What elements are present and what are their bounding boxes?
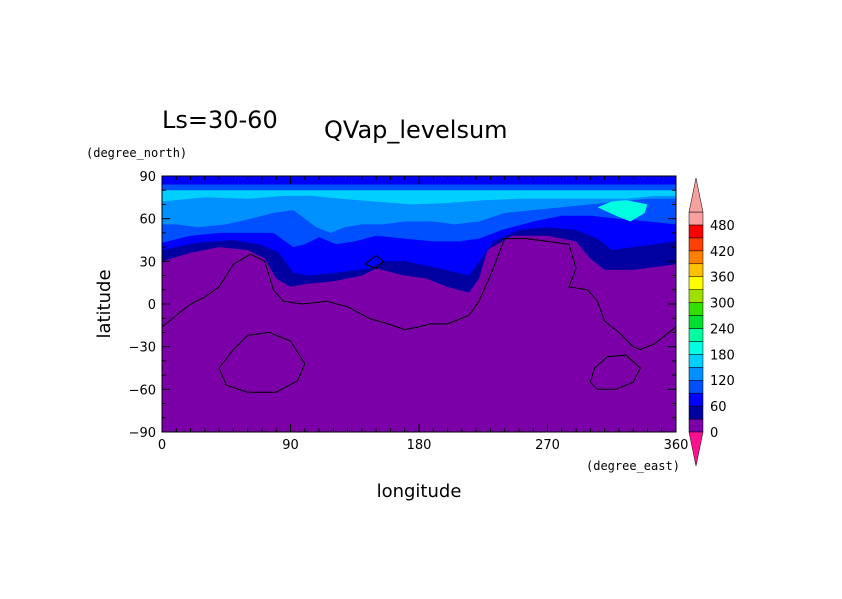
colorbar-under-arrow — [688, 431, 704, 467]
coastline-1 — [218, 331, 306, 393]
x-axis-label: longitude — [377, 481, 462, 502]
colorbar-tick-label: 180 — [710, 348, 735, 363]
colorbar-swatch — [688, 341, 704, 355]
coastline-0 — [162, 238, 676, 351]
colorbar-swatch — [688, 328, 704, 342]
colorbar-tick-label: 300 — [710, 297, 735, 312]
colorbar-swatch — [688, 418, 704, 433]
colorbar-swatch — [688, 315, 704, 329]
y-axis-label: latitude — [94, 269, 115, 338]
colorbar-tick-label: 0 — [710, 426, 718, 441]
y-unit-label: (degree_north) — [86, 146, 187, 160]
colorbar: 0 60 120 180 240 300 360 420 480 — [688, 177, 735, 467]
y-tick-label: −90 — [129, 426, 156, 441]
colorbar-swatch — [688, 263, 704, 277]
colorbar-over-arrow — [688, 177, 704, 213]
y-tick-label: 90 — [139, 170, 156, 185]
y-tick-label: 30 — [139, 255, 156, 270]
contour-fill-layer — [162, 176, 676, 432]
colorbar-swatch — [688, 224, 704, 239]
x-tick-label: 180 — [407, 438, 432, 453]
x-tick-label: 360 — [664, 438, 689, 453]
colorbar-swatch — [688, 237, 704, 252]
chart-title: QVap_levelsum — [324, 116, 508, 144]
x-tick-label: 0 — [158, 438, 166, 453]
colorbar-tick-label: 60 — [710, 400, 727, 415]
colorbar-swatch — [688, 250, 704, 265]
colorbar-swatch — [688, 367, 704, 381]
colorbar-tick-label: 240 — [710, 322, 735, 337]
x-tick-label: 270 — [535, 438, 560, 453]
coastline-layer — [162, 238, 676, 393]
colorbar-tick-label: 120 — [710, 374, 735, 389]
colorbar-swatch — [688, 211, 704, 226]
colorbar-tick-label: 420 — [710, 245, 735, 260]
coastline-3 — [364, 254, 385, 269]
contour-band-180-6 — [597, 200, 648, 222]
coastline-2 — [589, 354, 641, 390]
colorbar-swatch — [688, 392, 704, 407]
colorbar-tick-label: 360 — [710, 271, 735, 286]
season-label: Ls=30-60 — [162, 106, 278, 134]
x-unit-label: (degree_east) — [586, 459, 680, 473]
colorbar-swatch — [688, 289, 704, 303]
contour-band-90-8 — [162, 184, 676, 191]
colorbar-swatch — [688, 354, 704, 368]
x-tick-label: 90 — [282, 438, 299, 453]
y-tick-label: −60 — [129, 383, 156, 398]
colorbar-tick-label: 480 — [710, 219, 735, 234]
y-tick-label: 60 — [139, 213, 156, 228]
colorbar-swatch — [688, 302, 704, 316]
colorbar-swatch — [688, 276, 704, 290]
y-tick-label: 0 — [148, 298, 156, 313]
axis-ticks: 0 90 180 270 360 90 60 30 0 −30 −60 −90 — [129, 170, 689, 453]
y-tick-label: −30 — [129, 341, 156, 356]
colorbar-swatch — [688, 379, 704, 394]
colorbar-swatch — [688, 405, 704, 420]
